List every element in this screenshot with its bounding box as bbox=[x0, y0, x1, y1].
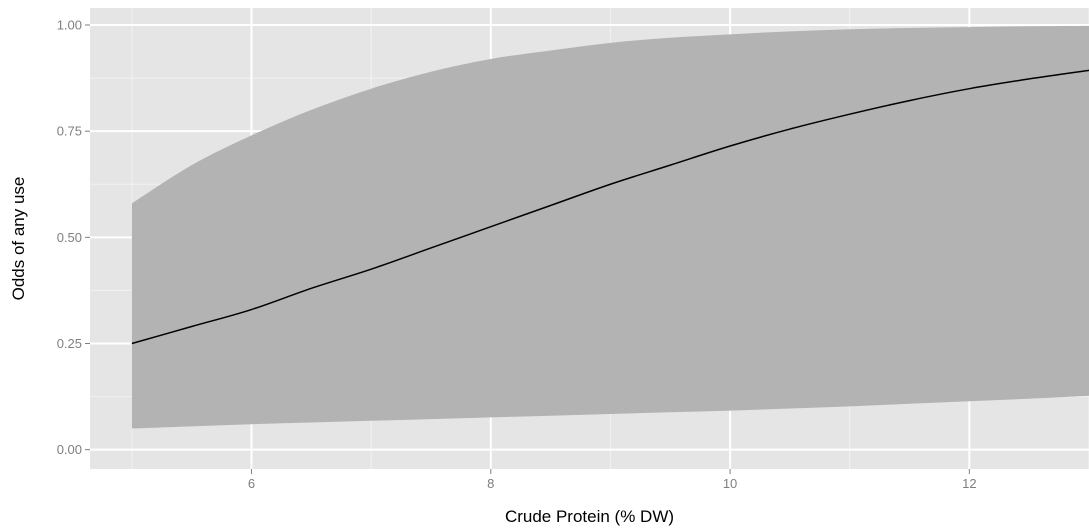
y-axis-title: Odds of any use bbox=[9, 177, 28, 301]
x-tick-labels: 6 8 10 12 bbox=[248, 476, 977, 491]
x-axis-title: Crude Protein (% DW) bbox=[505, 507, 674, 526]
x-tick-label: 8 bbox=[487, 476, 494, 491]
y-tick-label: 0.00 bbox=[57, 442, 82, 457]
y-tick-label: 0.50 bbox=[57, 230, 82, 245]
y-tick-label: 1.00 bbox=[57, 17, 82, 32]
y-tick-label: 0.75 bbox=[57, 124, 82, 139]
x-tick-label: 6 bbox=[248, 476, 255, 491]
y-tick-label: 0.25 bbox=[57, 336, 82, 351]
confidence-ribbon bbox=[131, 25, 1089, 429]
fitted-line bbox=[131, 69, 1089, 345]
x-tick-label: 12 bbox=[962, 476, 976, 491]
y-tick-labels: 0.00 0.25 0.50 0.75 1.00 bbox=[57, 17, 82, 457]
x-tick-label: 10 bbox=[723, 476, 737, 491]
axis-ticks bbox=[85, 24, 970, 474]
